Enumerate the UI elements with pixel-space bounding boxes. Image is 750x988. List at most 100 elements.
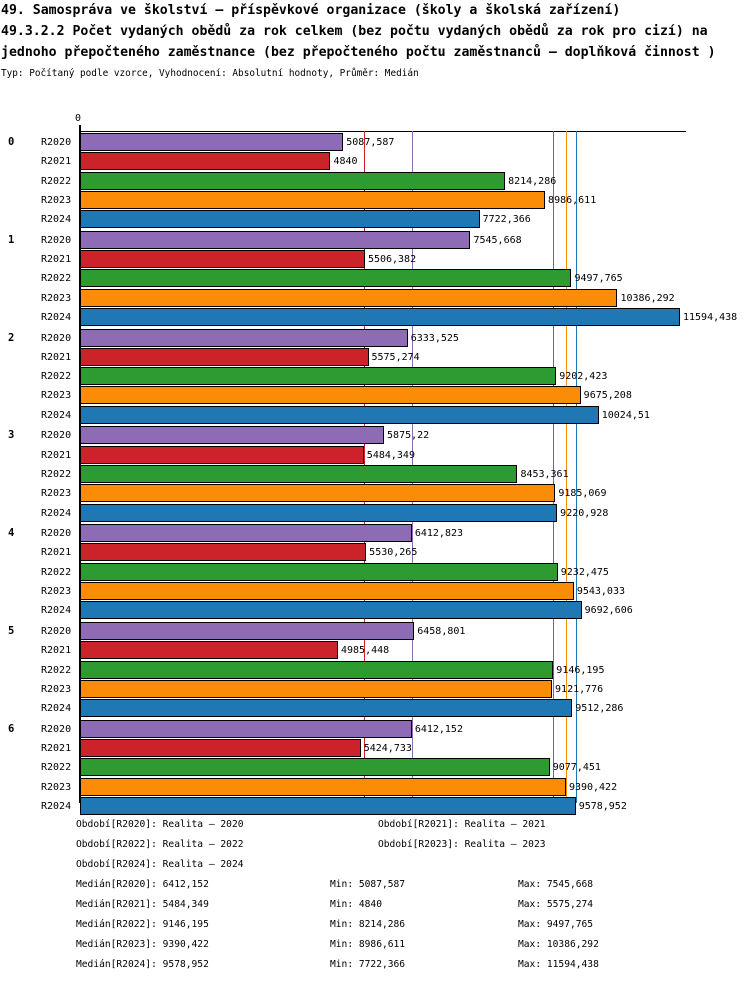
bar-value-label: 4985,448 — [340, 645, 390, 657]
series-label-r2021: R2021 — [41, 645, 72, 657]
bar-value-label: 5875,22 — [387, 430, 430, 442]
group-index-label: 2 — [8, 331, 15, 344]
bar-r2020-2[interactable] — [80, 328, 408, 347]
bar-row: R2021 4840 — [0, 152, 750, 171]
bar-row: R2023 9543,033 — [0, 582, 750, 601]
bar-value-label: 8453,361 — [520, 468, 569, 480]
bar-r2021-5[interactable] — [80, 641, 338, 660]
bar-r2022-5[interactable] — [80, 660, 554, 679]
stat-median-r2020: Medián[R2020]: 6412,152 — [76, 879, 209, 890]
axis-label-origin: 0 — [75, 113, 82, 124]
bar-value-label: 11594,438 — [683, 311, 738, 323]
report-subtitle: Typ: Počítaný podle vzorce, Vyhodnocení:… — [1, 68, 419, 79]
bar-r2021-6[interactable] — [80, 739, 361, 758]
bar-r2023-4[interactable] — [80, 582, 574, 601]
legend-row-periods-2: Období[R2022]: Realita – 2022 Období[R20… — [0, 838, 750, 858]
bar-group-5: 5 R2020 6458,801 R2021 4985,448 R2022 9146,195… — [0, 622, 750, 719]
bar-value-label: 10024,51 — [601, 409, 650, 421]
bar-group-4: 4 R2020 6412,823 R2021 5530,265 R2022 9232,475… — [0, 524, 750, 621]
series-label-r2020: R2020 — [41, 723, 72, 735]
series-label-r2024: R2024 — [41, 703, 72, 715]
bar-r2022-4[interactable] — [80, 562, 558, 581]
bar-r2020-5[interactable] — [80, 622, 415, 640]
bar-r2023-1[interactable] — [80, 288, 618, 307]
bar-r2021-2[interactable] — [80, 347, 369, 366]
bar-value-label: 9675,208 — [583, 390, 632, 402]
axis-tick-origin — [79, 125, 81, 132]
stat-max-r2022: Max: 9497,765 — [518, 919, 594, 930]
bar-r2021-4[interactable] — [80, 543, 367, 562]
stat-min-r2023: Min: 8986,611 — [330, 939, 406, 950]
bar-r2022-1[interactable] — [80, 269, 572, 288]
bar-row: R2020 7545,668 — [0, 230, 750, 250]
bar-value-label: 8986,611 — [548, 194, 597, 206]
bar-value-label: 9146,195 — [556, 664, 605, 676]
bar-row: R2024 10024,51 — [0, 405, 750, 425]
bar-r2023-2[interactable] — [80, 386, 581, 405]
bar-row: R2020 6458,801 — [0, 622, 750, 641]
report-title-line-1: 49. Samospráva ve školství – příspěvkové… — [1, 3, 621, 18]
bar-row: R2021 5575,274 — [0, 347, 750, 367]
bar-r2021-3[interactable] — [80, 445, 364, 464]
legend-row-stats-r2023: Medián[R2023]: 9390,422 Min: 8986,611 Ma… — [0, 938, 750, 958]
report-title-line-2: 49.3.2.2 Počet vydaných obědů za rok cel… — [1, 24, 716, 60]
bar-value-label: 9543,033 — [576, 586, 625, 598]
bar-r2023-6[interactable] — [80, 777, 566, 796]
bar-r2023-3[interactable] — [80, 484, 556, 503]
bar-row: R2023 9121,776 — [0, 679, 750, 699]
series-label-r2024: R2024 — [41, 311, 72, 323]
bar-row: R2022 9497,765 — [0, 269, 750, 288]
bar-r2022-0[interactable] — [80, 171, 506, 190]
series-label-r2022: R2022 — [41, 468, 72, 480]
bar-r2021-1[interactable] — [80, 250, 365, 269]
legend-period-r2023: Období[R2023]: Realita – 2023 — [378, 839, 546, 850]
bar-r2020-4[interactable] — [80, 524, 412, 543]
bar-r2020-1[interactable] — [80, 230, 471, 249]
bar-value-label: 9121,776 — [555, 683, 604, 695]
bar-value-label: 5530,265 — [369, 547, 418, 559]
series-label-r2024: R2024 — [41, 409, 72, 421]
bar-r2020-6[interactable] — [80, 719, 412, 738]
bar-r2024-5[interactable] — [80, 699, 573, 718]
bar-row: R2021 4985,448 — [0, 641, 750, 660]
bar-value-label: 5506,382 — [367, 254, 417, 266]
bar-value-label: 6412,823 — [414, 528, 464, 540]
bar-value-label: 4840 — [333, 156, 358, 168]
series-label-r2024: R2024 — [41, 214, 72, 226]
legend-row-stats-r2020: Medián[R2020]: 6412,152 Min: 5087,587 Ma… — [0, 878, 750, 898]
bar-chart: 0 0 R2020 5087,587 R2021 4840 R2022 8214,286 R2… — [0, 113, 750, 815]
bar-r2024-1[interactable] — [80, 307, 680, 326]
bar-row: R2024 9220,928 — [0, 503, 750, 523]
bar-r2021-0[interactable] — [80, 152, 331, 171]
series-label-r2020: R2020 — [41, 528, 72, 540]
bar-r2023-5[interactable] — [80, 679, 553, 698]
bar-value-label: 9220,928 — [560, 507, 609, 519]
bar-value-label: 5087,587 — [346, 137, 395, 148]
bar-row: R2022 9202,423 — [0, 367, 750, 386]
bar-r2020-0[interactable] — [80, 133, 344, 151]
legend-row-periods-1: Období[R2020]: Realita – 2020 Období[R20… — [0, 818, 750, 838]
bar-r2022-2[interactable] — [80, 367, 557, 386]
bar-value-label: 9202,423 — [559, 371, 608, 383]
bar-r2020-3[interactable] — [80, 426, 385, 445]
bar-r2024-6[interactable] — [80, 796, 576, 815]
bar-r2023-0[interactable] — [80, 190, 546, 209]
bar-r2024-4[interactable] — [80, 601, 582, 620]
bar-group-1: 1 R2020 7545,668 R2021 5506,382 R2022 9497,765… — [0, 230, 750, 328]
bar-r2024-0[interactable] — [80, 210, 480, 229]
stat-max-r2021: Max: 5575,274 — [518, 899, 594, 910]
legend-row-stats-r2022: Medián[R2022]: 9146,195 Min: 8214,286 Ma… — [0, 918, 750, 938]
title-block: 49. Samospráva ve školství – příspěvkové… — [0, 0, 750, 81]
bar-row: R2023 8986,611 — [0, 190, 750, 210]
bar-r2022-6[interactable] — [80, 758, 550, 777]
stat-median-r2023: Medián[R2023]: 9390,422 — [76, 939, 209, 950]
bar-r2024-2[interactable] — [80, 405, 599, 424]
bar-value-label: 9692,606 — [584, 605, 633, 617]
series-label-r2023: R2023 — [41, 586, 72, 598]
bar-r2024-3[interactable] — [80, 503, 558, 522]
bar-value-label: 9578,952 — [578, 800, 627, 812]
series-label-r2023: R2023 — [41, 292, 72, 304]
bar-r2022-3[interactable] — [80, 464, 518, 483]
series-label-r2021: R2021 — [41, 254, 72, 266]
legend-row-stats-r2021: Medián[R2021]: 5484,349 Min: 4840 Max: 5… — [0, 898, 750, 918]
